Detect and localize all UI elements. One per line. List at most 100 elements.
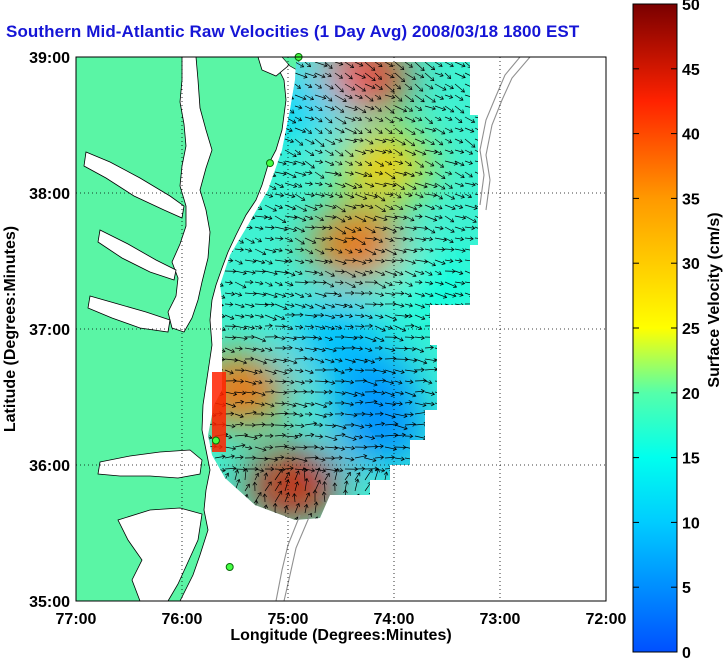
velocity-arrow (264, 292, 278, 298)
velocity-arrow (314, 171, 325, 179)
velocity-arrow-head (409, 379, 414, 385)
velocity-arrow-head (410, 217, 415, 222)
velocity-arrow-head (328, 119, 333, 124)
velocity-arrow (384, 325, 393, 329)
velocity-arrow (294, 248, 304, 251)
velocity-arrow-head (270, 422, 275, 428)
velocity-arrow (324, 336, 333, 341)
velocity-arrow-head (343, 238, 348, 244)
velocity-arrow (324, 325, 335, 330)
velocity-arrow (414, 149, 426, 155)
velocity-arrow (434, 193, 443, 200)
velocity-arrow-head (322, 480, 327, 485)
velocity-arrow-head (316, 479, 321, 484)
velocity-arrow (344, 391, 358, 396)
velocity-arrow (254, 380, 263, 384)
velocity-arrow (314, 248, 325, 254)
velocity-arrow-head (353, 335, 358, 341)
velocity-arrow-head (452, 293, 457, 298)
velocity-arrow (224, 391, 237, 395)
velocity-arrow-head (283, 444, 288, 449)
velocity-arrow (374, 445, 384, 448)
velocity-arrow-head (221, 348, 226, 353)
velocity-arrow-head (413, 206, 418, 211)
velocity-arrow-head (323, 63, 328, 68)
velocity-arrow (334, 105, 344, 113)
velocity-arrow-head (399, 271, 404, 276)
velocity-arrow-head (439, 141, 444, 146)
velocity-arrow-head (221, 313, 226, 319)
velocity-arrow-head (461, 74, 466, 79)
velocity-arrow (404, 182, 417, 190)
velocity-arrow-head (289, 368, 294, 373)
velocity-arrow (364, 160, 372, 166)
velocity-arrow (264, 358, 277, 362)
velocity-arrow (464, 215, 477, 223)
velocity-arrow (434, 149, 442, 155)
velocity-arrow (394, 160, 403, 164)
velocity-arrow-head (429, 236, 434, 242)
velocity-arrow (394, 380, 403, 384)
velocity-arrow-head (408, 192, 413, 198)
velocity-arrow (304, 422, 317, 426)
velocity-arrow-head (292, 160, 297, 166)
velocity-arrow (314, 215, 324, 221)
velocity-arrow-head (402, 215, 408, 220)
velocity-arrow-head (281, 467, 286, 472)
velocity-arrow-head (263, 504, 269, 509)
velocity-arrow (224, 435, 232, 438)
velocity-arrow-head (437, 271, 442, 276)
velocity-arrow-head (230, 348, 235, 354)
velocity-arrow (354, 358, 368, 363)
velocity-arrow (254, 446, 267, 451)
velocity-arrow (424, 281, 433, 285)
velocity-arrow-head (431, 105, 436, 111)
velocity-arrow (254, 325, 262, 329)
velocity-arrow-head (458, 258, 463, 264)
velocity-arrow (294, 270, 303, 275)
velocity-arrow (364, 116, 373, 122)
velocity-arrow (464, 138, 476, 148)
velocity-arrow (414, 259, 428, 263)
velocity-arrow-head (313, 501, 319, 506)
velocity-arrow (244, 411, 257, 415)
velocity-arrow (384, 171, 396, 180)
velocity-arrow (324, 314, 335, 319)
velocity-arrow-head (392, 251, 397, 256)
velocity-arrow (394, 248, 407, 253)
velocity-arrow (314, 336, 322, 340)
velocity-arrow (374, 215, 388, 221)
velocity-arrow (294, 204, 307, 212)
velocity-arrow (344, 160, 353, 166)
velocity-arrow-head (308, 411, 313, 417)
velocity-arrow-head (359, 400, 364, 405)
velocity-arrow (364, 424, 373, 427)
velocity-arrow (254, 281, 263, 285)
velocity-arrow (444, 72, 451, 79)
velocity-arrow-head (289, 138, 295, 144)
velocity-arrow (314, 292, 327, 297)
velocity-arrow-head (348, 95, 353, 100)
velocity-arrow-head (377, 95, 382, 100)
velocity-arrow-head (270, 302, 275, 307)
velocity-arrow (294, 424, 305, 427)
velocity-arrow (374, 259, 385, 262)
velocity-arrow (234, 358, 247, 364)
velocity-arrow-head (398, 151, 403, 156)
velocity-arrow-head (418, 106, 423, 111)
velocity-arrow-head (368, 173, 373, 178)
velocity-arrow (334, 127, 345, 133)
velocity-arrow-head (351, 422, 355, 428)
velocity-arrow-head (349, 324, 354, 330)
velocity-arrow (334, 62, 343, 65)
velocity-arrow-head (308, 84, 313, 89)
velocity-arrow-head (310, 389, 315, 395)
velocity-arrow (414, 94, 425, 103)
velocity-arrow-head (309, 106, 314, 111)
velocity-arrow (364, 347, 373, 352)
velocity-arrow (364, 193, 378, 198)
velocity-arrow-head (402, 171, 408, 177)
velocity-arrow-head (409, 237, 414, 242)
velocity-arrow-head (292, 174, 297, 179)
velocity-arrow (414, 215, 423, 218)
